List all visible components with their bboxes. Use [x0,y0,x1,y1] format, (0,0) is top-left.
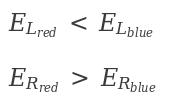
Text: $E_{R_{red}} \; > \; E_{R_{blue}}$: $E_{R_{red}} \; > \; E_{R_{blue}}$ [8,67,157,95]
Text: $E_{L_{red}} \; < \; E_{L_{blue}}$: $E_{L_{red}} \; < \; E_{L_{blue}}$ [8,12,154,40]
